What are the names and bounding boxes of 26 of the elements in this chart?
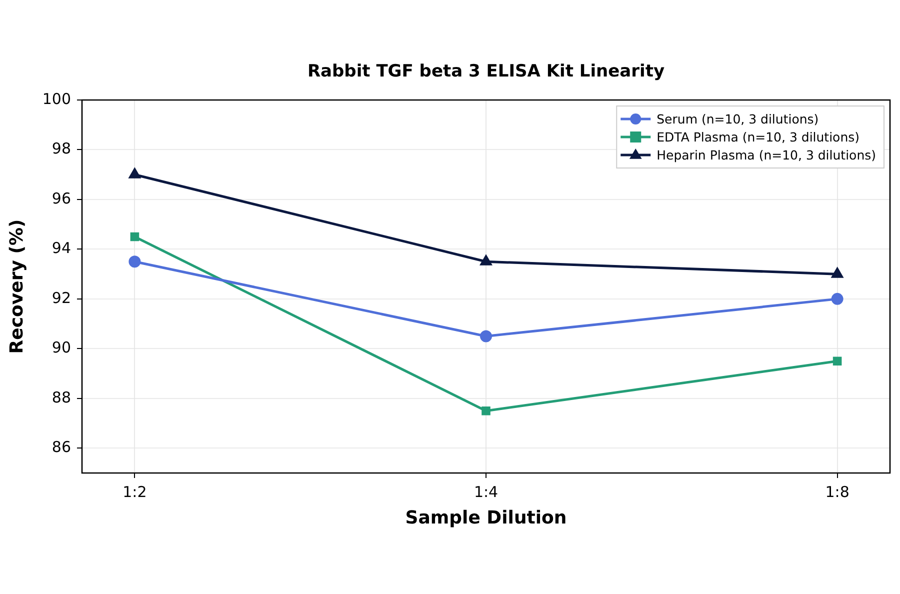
legend-label: Serum (n=10, 3 dilutions) [656, 111, 819, 126]
point [482, 406, 490, 416]
point [128, 256, 141, 268]
point [831, 292, 844, 305]
chart-title: Rabbit TGF beta 3 ELISA Kit Linearity [307, 61, 665, 82]
point [128, 168, 141, 178]
point [480, 330, 492, 342]
x-tick-label: 1:4 [474, 482, 498, 501]
legend-label: EDTA Plasma (n=10, 3 dilutions) [656, 129, 860, 144]
y-tick-label: 88 [52, 388, 71, 406]
y-tick-label: 100 [42, 90, 71, 108]
point [130, 232, 140, 242]
point [832, 356, 842, 366]
y-tick-label: 98 [52, 140, 71, 158]
point [831, 267, 844, 278]
y-axis-title: Recovery (%) [6, 219, 28, 354]
y-tick-label: 96 [52, 189, 71, 208]
point [480, 254, 492, 266]
y-tick-label: 94 [52, 239, 71, 258]
legend-label: Heparin Plasma (n=10, 3 dilutions) [656, 147, 876, 162]
y-tick-label: 92 [52, 288, 71, 307]
y-tick-label: 90 [52, 338, 71, 357]
y-tick-label: 86 [52, 438, 71, 456]
x-tick-label: 1:2 [122, 482, 147, 501]
x-tick-label: 1:8 [825, 482, 850, 501]
x-axis-title: Sample Dilution [405, 508, 567, 529]
